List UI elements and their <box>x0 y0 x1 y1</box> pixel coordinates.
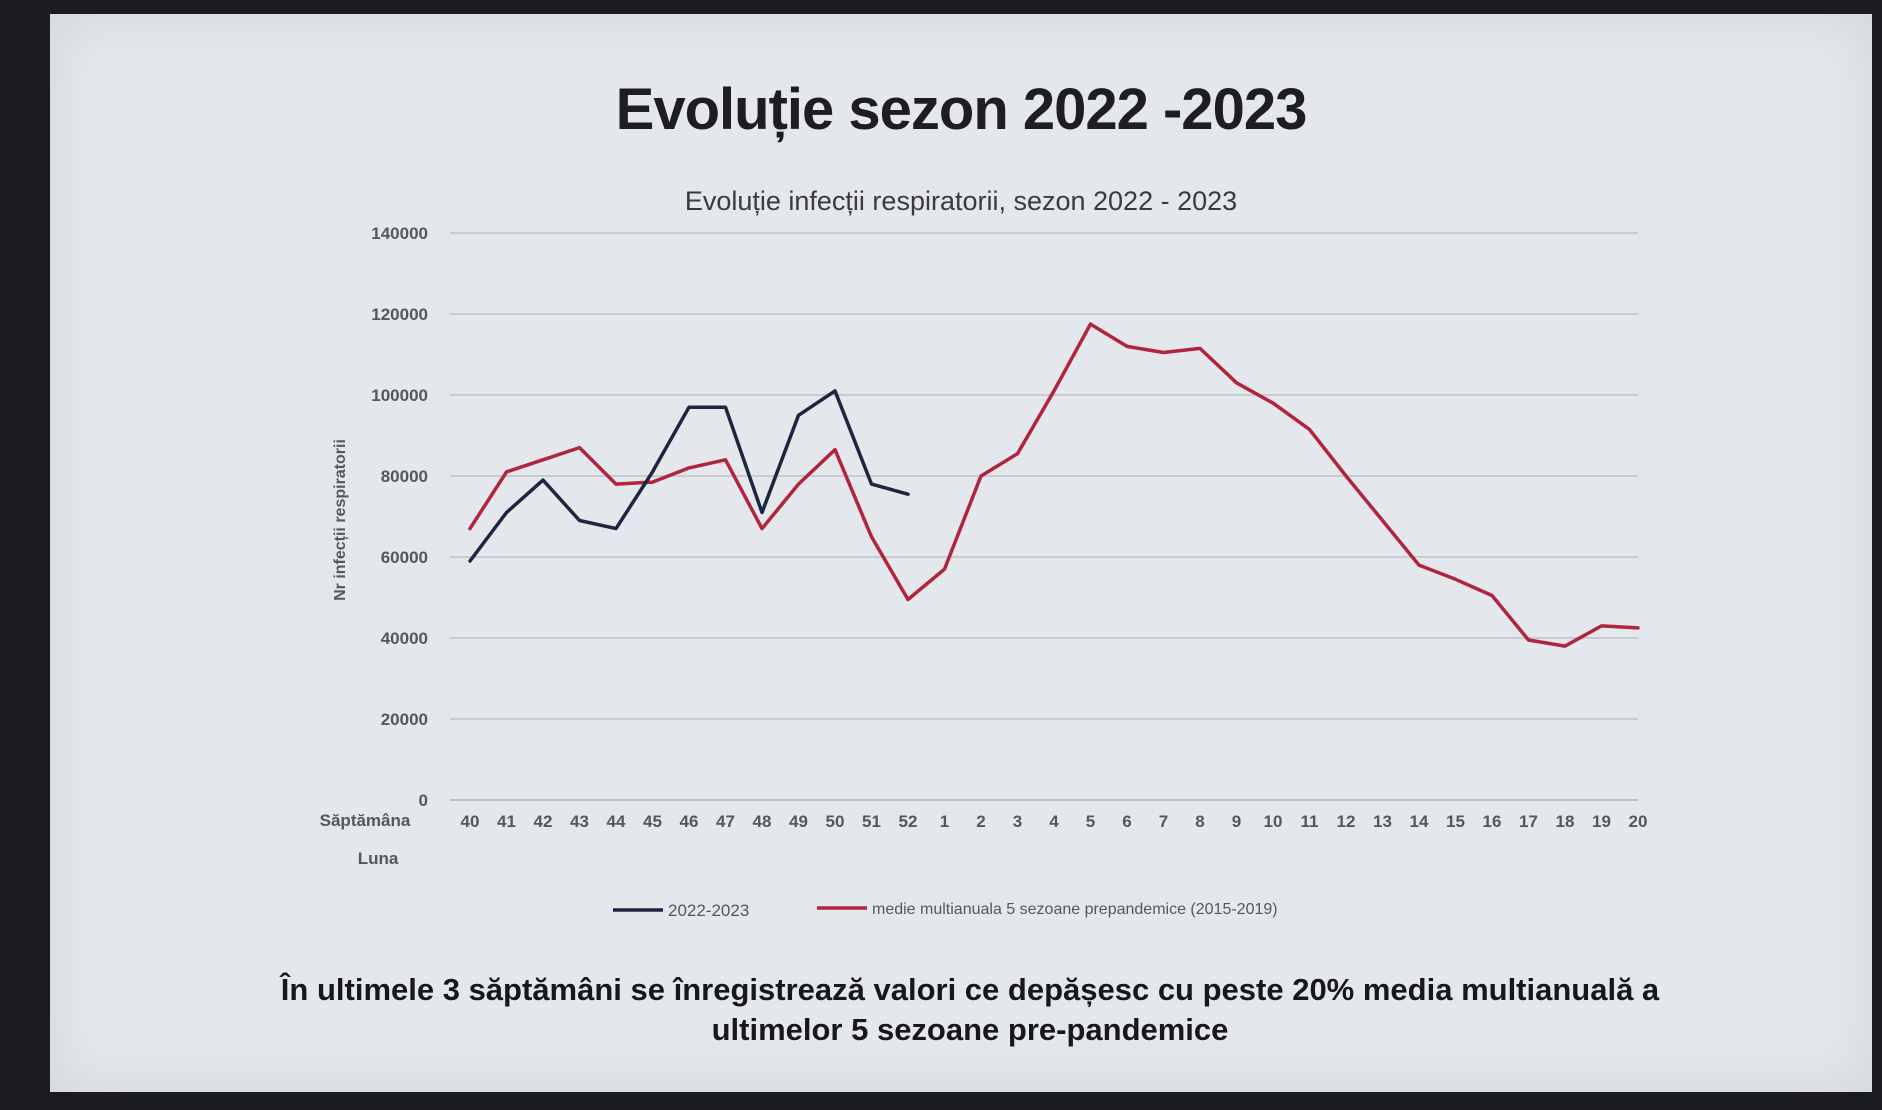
y-tick-label: 0 <box>419 791 428 810</box>
x-tick-label: 8 <box>1195 812 1204 831</box>
x-tick-label: 9 <box>1232 812 1241 831</box>
x-tick-label: 11 <box>1301 812 1319 831</box>
y-tick-label: 40000 <box>381 629 428 648</box>
x-tick-label: 40 <box>461 812 480 831</box>
x-tick-label: 46 <box>680 812 699 831</box>
x-tick-label: 14 <box>1410 812 1429 831</box>
chart-title: Evoluție infecții respiratorii, sezon 20… <box>684 186 1238 216</box>
x-tick-label: 52 <box>899 812 918 831</box>
x-tick-label: 42 <box>534 812 553 831</box>
x-tick-label: 10 <box>1264 812 1283 831</box>
x-axis-label-week: Săptămâna <box>320 811 411 830</box>
x-tick-label: 45 <box>643 812 662 831</box>
x-tick-label: 41 <box>497 812 516 831</box>
x-tick-label: 19 <box>1592 812 1611 831</box>
caption-line-2: ultimelor 5 sezoane pre-pandemice <box>711 1012 1229 1047</box>
x-tick-label: 48 <box>753 812 772 831</box>
x-tick-label: 17 <box>1519 812 1538 831</box>
x-tick-label: 44 <box>607 812 626 831</box>
y-tick-label: 80000 <box>381 467 428 486</box>
x-tick-label: 3 <box>1013 812 1022 831</box>
slide-caption: În ultimele 3 săptămâni se înregistrează… <box>200 970 1740 1050</box>
slide-title: Evoluție sezon 2022 -2023 <box>615 77 1308 142</box>
legend-label-multiannual-average: medie multianuala 5 sezoane prepandemice… <box>872 901 1278 918</box>
y-axis-label: Nr infecții respiratorii <box>332 439 349 601</box>
x-tick-label: 7 <box>1159 812 1168 831</box>
x-axis-label-month: Luna <box>358 849 399 868</box>
x-tick-label: 1 <box>940 812 949 831</box>
x-tick-label: 2 <box>976 812 985 831</box>
x-tick-label: 15 <box>1446 812 1465 831</box>
y-tick-label: 140000 <box>371 224 428 243</box>
series-line-multiannual-average <box>468 322 1640 648</box>
x-tick-label: 4 <box>1049 812 1059 831</box>
x-tick-label: 50 <box>826 812 845 831</box>
x-tick-label: 20 <box>1629 812 1648 831</box>
x-tick-label: 13 <box>1373 812 1392 831</box>
x-tick-label: 43 <box>570 812 589 831</box>
series-line-current-season <box>468 389 910 563</box>
y-tick-label: 20000 <box>381 710 428 729</box>
x-tick-label: 16 <box>1483 812 1502 831</box>
x-tick-label: 47 <box>716 812 735 831</box>
x-tick-label: 49 <box>789 812 808 831</box>
x-tick-label: 5 <box>1086 812 1095 831</box>
x-tick-label: 6 <box>1122 812 1131 831</box>
legend-label-current-season: 2022-2023 <box>668 901 749 920</box>
y-tick-label: 60000 <box>381 548 428 567</box>
presentation-screen: Evoluție sezon 2022 -2023 Evoluție infec… <box>50 14 1872 1092</box>
caption-line-1: În ultimele 3 săptămâni se înregistrează… <box>280 972 1660 1007</box>
x-tick-label: 12 <box>1337 812 1356 831</box>
y-tick-label: 100000 <box>371 386 428 405</box>
y-tick-label: 120000 <box>371 305 428 324</box>
x-tick-label: 18 <box>1556 812 1575 831</box>
x-tick-label: 51 <box>862 812 881 831</box>
